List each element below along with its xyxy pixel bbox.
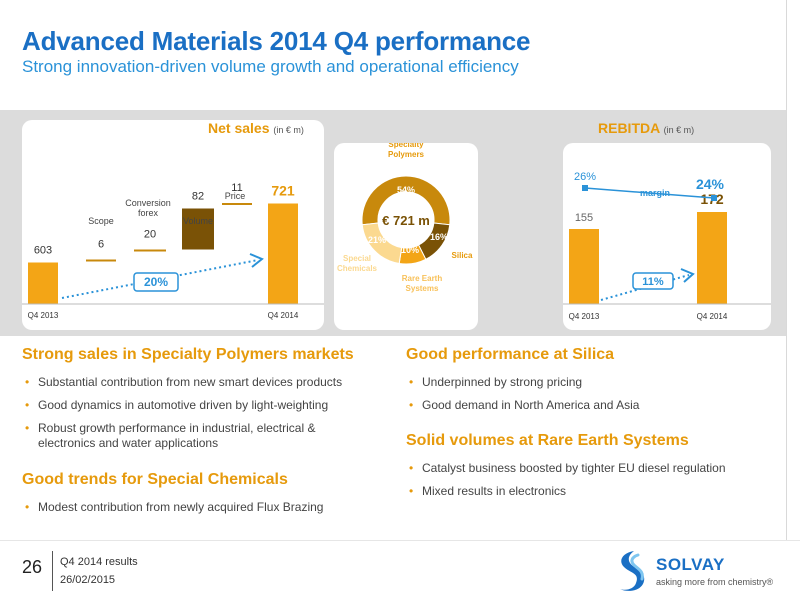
sp-heading: Strong sales in Specialty Polymers marke…: [22, 346, 354, 363]
donut-value-label: 16%: [430, 232, 448, 242]
donut-value-label: 54%: [397, 185, 415, 195]
donut-value-label: 10%: [401, 245, 419, 255]
margin-value-label: 24%: [696, 176, 725, 192]
list-item: Robust growth performance in industrial,…: [22, 421, 362, 451]
x-tick-label: Q4 2014: [268, 311, 299, 320]
margin-point: [582, 185, 588, 191]
donut-center-label: € 721 m: [382, 213, 430, 228]
waterfall-value-label: 11: [231, 182, 242, 194]
res-bullets: Catalyst business boosted by tighter EU …: [406, 461, 781, 507]
waterfall-value-label: 603: [34, 245, 52, 257]
footer-info: Q4 2014 results 26/02/2015: [60, 553, 138, 589]
rebitda-bar: [569, 229, 599, 304]
donut-slice: [361, 222, 403, 265]
sales-split-panel: 54% Specialty Polymers 16% Silica 10% Rare Ear…: [334, 140, 478, 330]
waterfall-bar: [86, 259, 116, 262]
page-title: Advanced Materials 2014 Q4 performance: [22, 26, 531, 56]
growth-badge: [632, 272, 674, 290]
growth-arrow-line: [61, 259, 259, 299]
x-tick-label: Q4 2013: [28, 311, 59, 320]
waterfall-bar: [268, 203, 298, 304]
waterfall-category-label: Price: [225, 191, 246, 201]
logo-name: SOLVAY: [656, 555, 725, 574]
solvay-s-icon: [620, 551, 645, 591]
rebitda-title: REBITDA (in € m): [598, 120, 695, 136]
waterfall-bar: [28, 262, 58, 304]
footer-divider: [52, 551, 53, 591]
sc-heading: Good trends for Special Chemicals: [22, 471, 288, 488]
waterfall-value-label: 20: [144, 229, 156, 241]
waterfall-category-label: Scope: [88, 216, 114, 226]
margin-line: [584, 187, 715, 199]
donut-category-label: Systems: [406, 284, 439, 293]
donut-category-label: Specialty: [388, 143, 424, 149]
list-item: Underpinned by strong pricing: [406, 375, 776, 390]
list-item: Modest contribution from newly acquired …: [22, 500, 392, 515]
waterfall-category-label: Conversion: [125, 198, 171, 208]
growth-badge: [133, 272, 179, 292]
net-sales-panel: 603 6 20 82 11 721 Scope Conversion forex Volume P…: [22, 120, 324, 330]
donut-value-label: 21%: [368, 235, 386, 245]
res-heading: Solid volumes at Rare Earth Systems: [406, 432, 689, 449]
growth-arrow-head: [680, 268, 695, 283]
list-item: Substantial contribution from new smart …: [22, 375, 392, 390]
list-item: Good dynamics in automotive driven by li…: [22, 398, 392, 413]
page-number: 26: [22, 557, 43, 577]
silica-heading: Good performance at Silica: [406, 346, 615, 363]
growth-arrow-head: [249, 253, 264, 268]
donut-category-label: Rare Earth: [402, 274, 443, 283]
list-item: Mixed results in electronics: [406, 484, 781, 499]
waterfall-bar: [134, 249, 166, 252]
waterfall-value-label: 721: [271, 183, 295, 199]
waterfall-category-label: forex: [138, 208, 159, 218]
footer: 26 Q4 2014 results 26/02/2015 SOLVAY ask…: [0, 540, 800, 600]
sp-bullets: Substantial contribution from new smart …: [22, 375, 392, 459]
footer-line2: 26/02/2015: [60, 574, 116, 586]
waterfall-category-label: Volume: [183, 216, 213, 226]
donut-category-label: Polymers: [388, 150, 425, 159]
silica-bullets: Underpinned by strong pricing Good deman…: [406, 375, 776, 421]
list-item: Good demand in North America and Asia: [406, 398, 776, 413]
waterfall-value-label: 6: [98, 239, 104, 251]
margin-value-label: 26%: [574, 171, 596, 183]
rebitda-bar: [697, 212, 727, 304]
donut-category-label: Silica: [452, 251, 473, 260]
donut-category-label: Chemicals: [337, 264, 378, 273]
list-item: Catalyst business boosted by tighter EU …: [406, 461, 781, 476]
sc-bullets: Modest contribution from newly acquired …: [22, 500, 392, 523]
rebitda-value-label: 155: [575, 212, 593, 224]
donut-category-label: Special: [343, 254, 371, 263]
growth-badge-label: 11%: [642, 276, 664, 288]
waterfall-bar: [222, 203, 252, 205]
x-tick-label: Q4 2013: [569, 312, 600, 321]
waterfall-bar: [182, 208, 214, 250]
growth-badge-label: 20%: [144, 275, 168, 289]
margin-series-label: margin: [640, 188, 670, 198]
waterfall-value-label: 82: [192, 191, 204, 203]
charts-band: 603 6 20 82 11 721 Scope Conversion forex Volume P…: [0, 110, 786, 336]
x-tick-label: Q4 2014: [697, 312, 728, 321]
net-sales-title: Net sales (in € m): [208, 120, 304, 136]
footer-line1: Q4 2014 results: [60, 556, 138, 568]
margin-point: [711, 195, 717, 201]
donut-slice: [361, 175, 451, 226]
logo-tagline: asking more from chemistry®: [656, 577, 774, 587]
slide-edge-line: [786, 0, 787, 540]
page-subtitle: Strong innovation-driven volume growth a…: [22, 57, 519, 76]
